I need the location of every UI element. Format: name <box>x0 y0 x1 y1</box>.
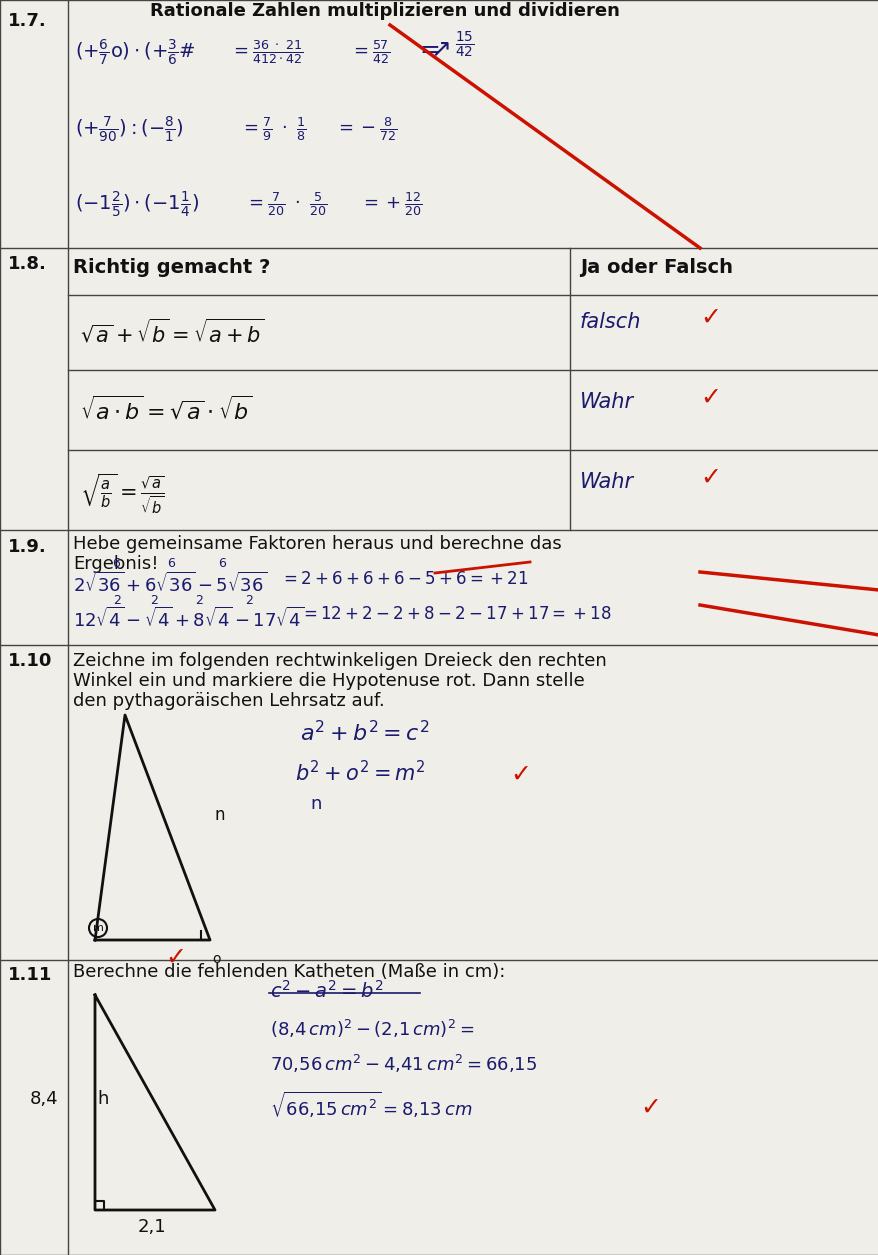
Text: m: m <box>92 922 104 932</box>
Text: Ja oder Falsch: Ja oder Falsch <box>579 259 732 277</box>
Text: 1.11: 1.11 <box>8 966 53 984</box>
Text: $\sqrt{66{,}15\,cm^2}=8{,}13\,cm$: $\sqrt{66{,}15\,cm^2}=8{,}13\,cm$ <box>270 1091 471 1121</box>
Text: $=\frac{36\ \cdot\ 21}{412\cdot 42}$: $=\frac{36\ \cdot\ 21}{412\cdot 42}$ <box>230 38 303 65</box>
Text: $=\frac{7}{20}\ \cdot\ \frac{5}{20}$: $=\frac{7}{20}\ \cdot\ \frac{5}{20}$ <box>245 190 327 218</box>
Text: $\frac{15}{42}$: $\frac{15}{42}$ <box>455 30 474 60</box>
Text: 1.8.: 1.8. <box>8 255 47 274</box>
Text: Wahr: Wahr <box>579 472 633 492</box>
Text: $(+\frac{7}{90}):(-\frac{8}{1})$: $(+\frac{7}{90}):(-\frac{8}{1})$ <box>75 115 184 146</box>
Text: $= 2+6+6+6-5+6=+21$: $= 2+6+6+6-5+6=+21$ <box>280 570 528 589</box>
Text: $=+\frac{12}{20}$: $=+\frac{12}{20}$ <box>360 190 421 218</box>
Text: $\checkmark$: $\checkmark$ <box>699 385 718 409</box>
Text: Rationale Zahlen multiplizieren und dividieren: Rationale Zahlen multiplizieren und divi… <box>150 3 619 20</box>
Text: $c^2-a^2=b^2$: $c^2-a^2=b^2$ <box>270 980 384 1001</box>
Text: Zeichne im folgenden rechtwinkeligen Dreieck den rechten: Zeichne im folgenden rechtwinkeligen Dre… <box>73 653 606 670</box>
Text: $b^2+o^2=m^2$: $b^2+o^2=m^2$ <box>295 761 425 786</box>
Text: 1.9.: 1.9. <box>8 538 47 556</box>
Text: 2: 2 <box>113 594 121 607</box>
Text: Winkel ein und markiere die Hypotenuse rot. Dann stelle: Winkel ein und markiere die Hypotenuse r… <box>73 671 584 690</box>
Text: 1.10: 1.10 <box>8 653 53 670</box>
Text: $\sqrt{a\cdot b}=\sqrt{a}\cdot\sqrt{b}$: $\sqrt{a\cdot b}=\sqrt{a}\cdot\sqrt{b}$ <box>80 395 253 423</box>
Text: 1.7.: 1.7. <box>8 13 47 30</box>
Text: $(8{,}4\,cm)^2-(2{,}1\,cm)^2=$: $(8{,}4\,cm)^2-(2{,}1\,cm)^2=$ <box>270 1018 473 1040</box>
Text: $(+\frac{6}{7}$o$)\cdot(+\frac{3}{6}$#: $(+\frac{6}{7}$o$)\cdot(+\frac{3}{6}$# <box>75 38 195 68</box>
Text: 6: 6 <box>112 557 119 570</box>
Text: $=\frac{7}{9}\ \cdot\ \frac{1}{8}$: $=\frac{7}{9}\ \cdot\ \frac{1}{8}$ <box>240 115 306 143</box>
Text: $\checkmark$: $\checkmark$ <box>165 945 184 969</box>
Text: n: n <box>310 794 321 813</box>
Text: $12\sqrt{4}-\sqrt{4}+8\sqrt{4}-17\sqrt{4}$: $12\sqrt{4}-\sqrt{4}+8\sqrt{4}-17\sqrt{4… <box>73 607 304 631</box>
Text: den pythagoräischen Lehrsatz auf.: den pythagoräischen Lehrsatz auf. <box>73 692 385 710</box>
Text: $\checkmark$: $\checkmark$ <box>509 762 528 786</box>
Text: $\checkmark$: $\checkmark$ <box>699 305 718 329</box>
Text: $\checkmark$: $\checkmark$ <box>699 466 718 489</box>
Text: $=\frac{57}{42}$: $=\frac{57}{42}$ <box>349 38 390 65</box>
Text: $= 12+2-2+8-2-17+17=+18$: $= 12+2-2+8-2-17+17=+18$ <box>299 605 611 622</box>
Text: Richtig gemacht ?: Richtig gemacht ? <box>73 259 270 277</box>
Text: $\sqrt{\frac{a}{b}}=\frac{\sqrt{a}}{\sqrt{b}}$: $\sqrt{\frac{a}{b}}=\frac{\sqrt{a}}{\sqr… <box>80 472 164 516</box>
Text: 8,4: 8,4 <box>29 1091 58 1108</box>
Text: Berechne die fehlenden Katheten (Maße in cm):: Berechne die fehlenden Katheten (Maße in… <box>73 963 505 981</box>
Text: h: h <box>97 1091 108 1108</box>
Text: Ergebnis!: Ergebnis! <box>73 555 158 574</box>
Text: $(-1\frac{2}{5})\cdot(-1\frac{1}{4})$: $(-1\frac{2}{5})\cdot(-1\frac{1}{4})$ <box>75 190 199 220</box>
Text: $a^2+b^2=c^2$: $a^2+b^2=c^2$ <box>299 720 428 745</box>
Text: $70{,}56\,cm^2-4{,}41\,cm^2=66{,}15$: $70{,}56\,cm^2-4{,}41\,cm^2=66{,}15$ <box>270 1053 536 1076</box>
Text: falsch: falsch <box>579 312 641 333</box>
Text: $\checkmark$: $\checkmark$ <box>639 1096 658 1119</box>
Text: 6: 6 <box>167 557 175 570</box>
Text: $=\!\!\!\!\!\nearrow$: $=\!\!\!\!\!\nearrow$ <box>414 38 450 61</box>
Text: $\sqrt{a}+\sqrt{b}=\sqrt{a+b}$: $\sqrt{a}+\sqrt{b}=\sqrt{a+b}$ <box>80 318 264 346</box>
Text: Wahr: Wahr <box>579 392 633 412</box>
Text: 2: 2 <box>195 594 203 607</box>
Text: $2\sqrt{36}+6\sqrt{36}-5\sqrt{36}$: $2\sqrt{36}+6\sqrt{36}-5\sqrt{36}$ <box>73 572 267 596</box>
Text: 6: 6 <box>218 557 226 570</box>
Text: 2,1: 2,1 <box>138 1219 167 1236</box>
Text: Hebe gemeinsame Faktoren heraus und berechne das: Hebe gemeinsame Faktoren heraus und bere… <box>73 535 561 553</box>
Text: 2: 2 <box>245 594 253 607</box>
Text: n: n <box>215 806 226 825</box>
Text: 2: 2 <box>150 594 158 607</box>
Text: o: o <box>212 953 220 966</box>
Text: $=-\frac{8}{72}$: $=-\frac{8}{72}$ <box>335 115 397 143</box>
